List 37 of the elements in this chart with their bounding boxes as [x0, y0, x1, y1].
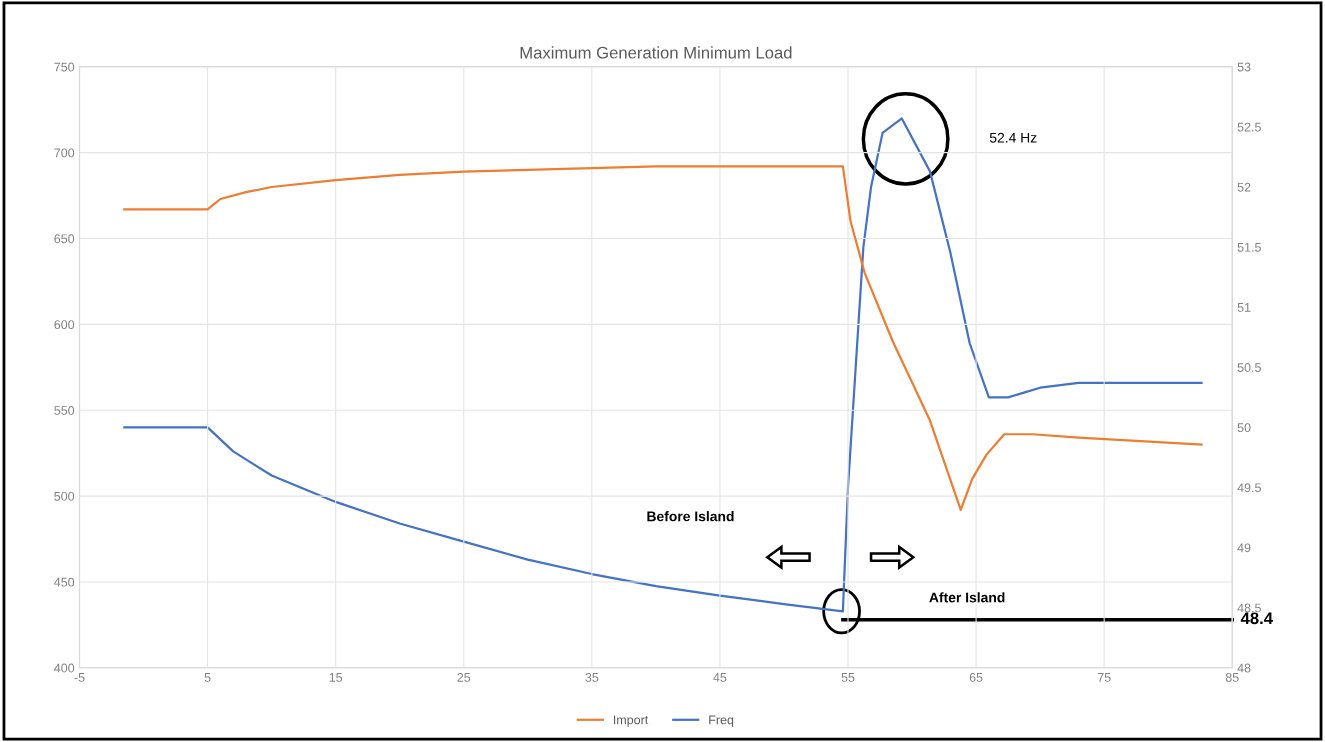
x-tick-label: 75 [1097, 673, 1111, 682]
y2-tick-label: 49.5 [1237, 483, 1261, 493]
y-tick-label: 450 [54, 577, 75, 587]
x-tick-label: 15 [329, 673, 343, 682]
y2-tick-label: 48 [1237, 663, 1251, 673]
line-series [123, 165, 1203, 511]
y2-tick-label: 52 [1237, 182, 1251, 192]
y2-tick-label: 52.5 [1237, 122, 1261, 132]
y2-tick-label: 51.5 [1237, 243, 1261, 252]
y-tick-label: 400 [54, 663, 75, 673]
y2-tick-label: 53 [1237, 62, 1251, 72]
y2-tick-label: 51 [1237, 303, 1251, 312]
x-tick-label: -5 [74, 673, 85, 682]
y2-tick-label: 49 [1237, 543, 1251, 553]
x-tick-label: 25 [457, 672, 471, 682]
x-tick-label: 85 [1225, 672, 1239, 682]
y-tick-label: 550 [54, 406, 75, 415]
y-tick-label: 500 [54, 491, 75, 501]
legend-label: Import [613, 715, 649, 727]
x-tick-label: 55 [841, 673, 855, 682]
y2-tick-label: 48.5 [1237, 603, 1261, 613]
y-tick-label: 700 [54, 148, 75, 158]
y-tick-label: 650 [54, 234, 75, 244]
chart-title: Maximum Generation Minimum Load [520, 46, 792, 59]
x-tick-label: 65 [969, 672, 983, 682]
annotation: 52.4 Hz [989, 132, 1037, 143]
x-tick-label: 45 [713, 673, 727, 682]
y-tick-label: 600 [54, 320, 75, 330]
y-tick-label: 750 [54, 62, 75, 72]
x-tick-label: 5 [204, 673, 211, 682]
legend-label: Freq [709, 715, 734, 727]
y2-tick-label: 50.5 [1237, 363, 1261, 372]
x-tick-label: 35 [585, 672, 599, 682]
annotation: Before Island [647, 511, 734, 522]
annotation: After Island [929, 592, 1005, 603]
text: 48.4 [1240, 612, 1273, 625]
y2-tick-label: 50 [1237, 423, 1251, 433]
